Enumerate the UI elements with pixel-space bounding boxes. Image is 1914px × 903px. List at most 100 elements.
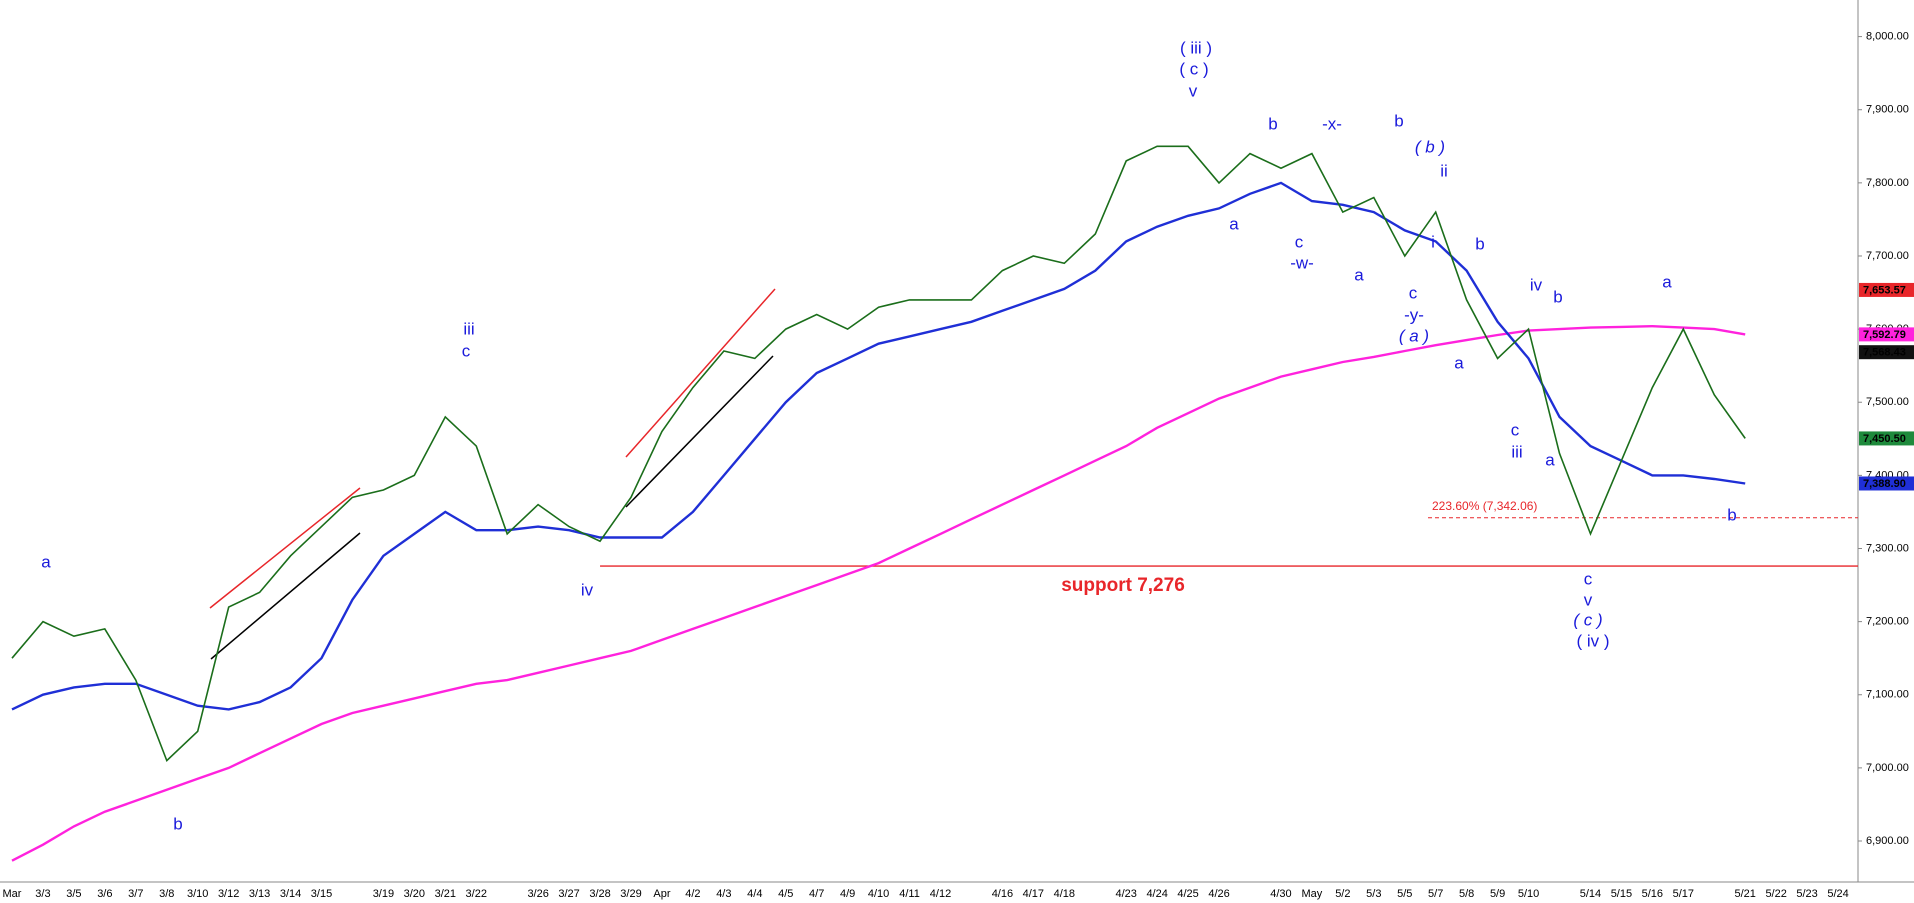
y-tick-label: 8,000.00 <box>1866 31 1909 43</box>
x-tick-label: 5/22 <box>1765 888 1786 900</box>
y-tick-label: 7,800.00 <box>1866 177 1909 189</box>
wave-label: b <box>173 814 182 833</box>
y-tick-label: 6,900.00 <box>1866 835 1909 847</box>
price-tag <box>1859 476 1914 491</box>
wave-label: c <box>1511 420 1520 439</box>
wave-label: ( a ) <box>1399 326 1429 345</box>
wave-label: iii <box>1511 442 1522 461</box>
y-tick-label: 7,500.00 <box>1866 396 1909 408</box>
trend-line <box>209 487 361 609</box>
x-tick-label: 4/23 <box>1115 888 1136 900</box>
wave-label: a <box>41 552 51 571</box>
x-tick-label: 5/7 <box>1428 888 1443 900</box>
wave-label: ( iii ) <box>1180 38 1212 57</box>
wave-label: iv <box>581 580 594 599</box>
wave-label: c <box>1295 232 1304 251</box>
x-tick-label: May <box>1302 888 1323 900</box>
wave-label: a <box>1662 272 1672 291</box>
x-tick-label: 3/26 <box>527 888 548 900</box>
wave-label: -y- <box>1404 305 1424 324</box>
x-tick-label: 3/27 <box>558 888 579 900</box>
wave-label: b <box>1268 114 1277 133</box>
x-tick-label: 3/8 <box>159 888 174 900</box>
x-tick-label: 5/16 <box>1642 888 1663 900</box>
x-tick-label: 3/12 <box>218 888 239 900</box>
x-tick-label: 3/13 <box>249 888 270 900</box>
x-tick-label: 4/3 <box>716 888 731 900</box>
x-tick-label: 3/29 <box>620 888 641 900</box>
wave-label: b <box>1553 287 1562 306</box>
x-tick-label: 3/21 <box>435 888 456 900</box>
x-tick-label: 3/28 <box>589 888 610 900</box>
x-tick-label: 5/17 <box>1673 888 1694 900</box>
x-tick-label: 4/10 <box>868 888 889 900</box>
x-tick-label: 5/24 <box>1827 888 1848 900</box>
wave-label: c <box>1409 283 1418 302</box>
price-tag-label: 7,450.50 <box>1863 433 1906 445</box>
x-tick-label: 4/4 <box>747 888 762 900</box>
x-tick-label: 4/30 <box>1270 888 1291 900</box>
x-tick-label: 3/22 <box>466 888 487 900</box>
wave-label: b <box>1727 505 1736 524</box>
wave-label: a <box>1454 353 1464 372</box>
wave-label: a <box>1354 265 1364 284</box>
x-tick-label: Apr <box>653 888 670 900</box>
series-line <box>11 181 1746 711</box>
x-tick-label: 3/7 <box>128 888 143 900</box>
wave-label: iv <box>1530 275 1543 294</box>
price-tag-label: 7,568.43 <box>1863 347 1906 359</box>
x-tick-label: 3/15 <box>311 888 332 900</box>
x-tick-label: 3/14 <box>280 888 301 900</box>
wave-label: -x- <box>1322 114 1342 133</box>
wave-label: c <box>462 341 471 360</box>
wave-label: b <box>1475 234 1484 253</box>
y-tick-label: 7,900.00 <box>1866 104 1909 116</box>
x-tick-label: 5/23 <box>1796 888 1817 900</box>
x-tick-label: 4/16 <box>992 888 1013 900</box>
support-label: support 7,276 <box>1061 575 1185 596</box>
x-tick-label: 5/10 <box>1518 888 1539 900</box>
x-tick-label: 5/14 <box>1580 888 1601 900</box>
trend-line <box>210 532 361 660</box>
fib-label: 223.60% (7,342.06) <box>1432 499 1537 513</box>
wave-label: ( b ) <box>1415 137 1445 156</box>
x-tick-label: 3/10 <box>187 888 208 900</box>
y-tick-label: 7,000.00 <box>1866 762 1909 774</box>
price-tag-label: 7,653.57 <box>1863 284 1906 296</box>
x-tick-label: 4/2 <box>685 888 700 900</box>
x-tick-label: 4/17 <box>1023 888 1044 900</box>
wave-label: v <box>1189 81 1198 100</box>
wave-label: v <box>1584 590 1593 609</box>
x-tick-label: 5/15 <box>1611 888 1632 900</box>
y-tick-label: 7,200.00 <box>1866 616 1909 628</box>
wave-label: b <box>1394 111 1403 130</box>
x-tick-label: 4/25 <box>1177 888 1198 900</box>
trend-line <box>625 355 774 508</box>
x-tick-label: Mar <box>3 888 22 900</box>
price-tag <box>1859 282 1914 297</box>
x-tick-label: 4/18 <box>1054 888 1075 900</box>
series-line <box>11 145 1746 763</box>
x-tick-label: 3/5 <box>66 888 81 900</box>
x-tick-label: 5/21 <box>1734 888 1755 900</box>
y-tick-label: 7,300.00 <box>1866 542 1909 554</box>
price-tag-label: 7,388.90 <box>1863 478 1906 490</box>
wave-label: -w- <box>1290 253 1314 272</box>
wave-label: ( iv ) <box>1576 631 1609 650</box>
x-tick-label: 5/8 <box>1459 888 1474 900</box>
x-tick-label: 3/3 <box>35 888 50 900</box>
wave-label: ( c ) <box>1573 610 1602 629</box>
x-tick-label: 4/26 <box>1208 888 1229 900</box>
trend-line <box>625 288 776 458</box>
wave-label: iii <box>463 319 474 338</box>
series-line <box>11 324 1746 862</box>
wave-label: a <box>1545 450 1555 469</box>
x-tick-label: 3/6 <box>97 888 112 900</box>
price-tag <box>1859 327 1914 342</box>
x-tick-label: 5/2 <box>1335 888 1350 900</box>
wave-label: a <box>1229 214 1239 233</box>
x-tick-label: 5/9 <box>1490 888 1505 900</box>
x-tick-label: 5/5 <box>1397 888 1412 900</box>
x-tick-label: 4/12 <box>930 888 951 900</box>
